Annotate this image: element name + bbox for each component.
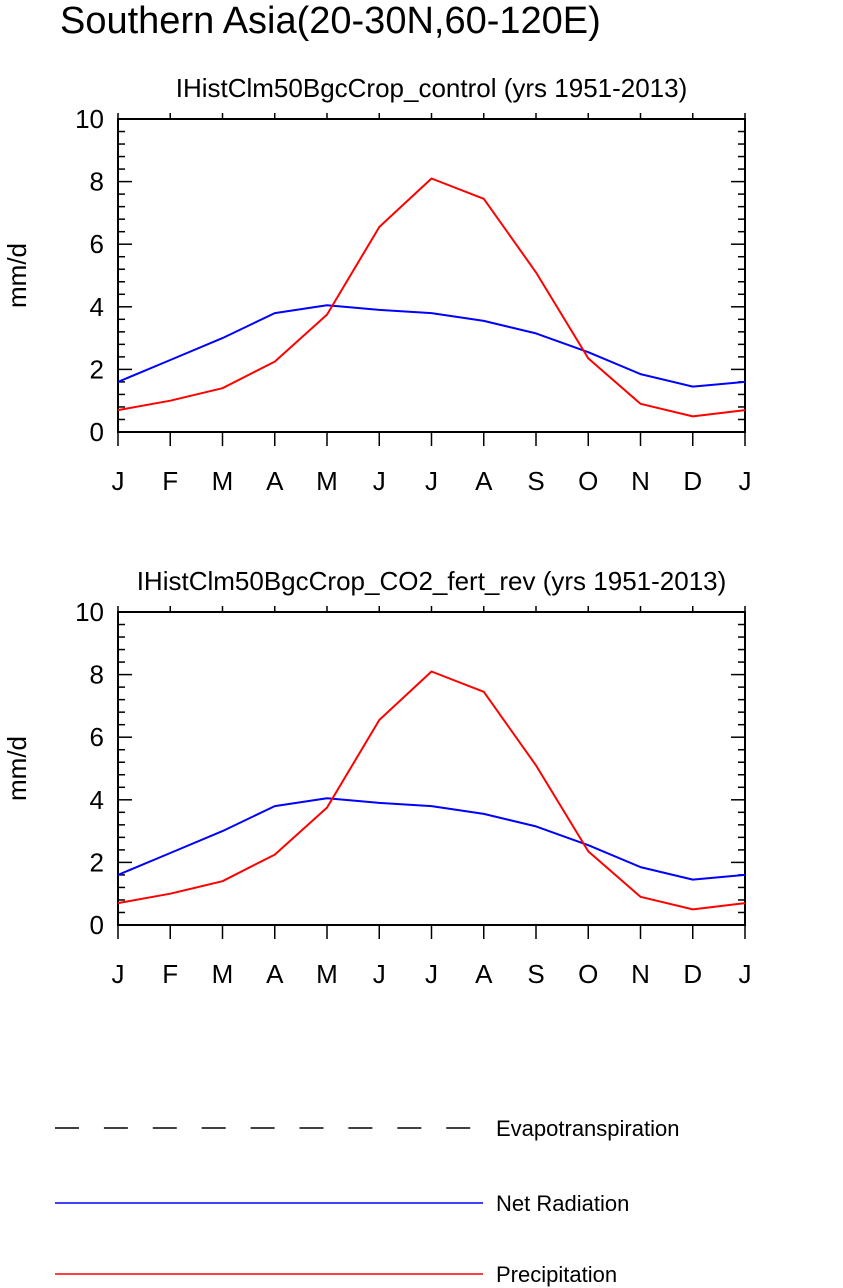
y-tick-label: 2 xyxy=(90,847,104,877)
series-line-precipitation xyxy=(117,177,746,418)
x-tick-label: A xyxy=(266,466,284,496)
x-tick-label: J xyxy=(373,959,386,989)
x-tick-label: J xyxy=(739,466,752,496)
x-tick-label: A xyxy=(475,959,493,989)
legend-label-evapotranspiration: Evapotranspiration xyxy=(496,1116,679,1141)
x-tick-label: A xyxy=(266,959,284,989)
x-tick-label: J xyxy=(425,466,438,496)
panel-title: IHistClm50BgcCrop_control (yrs 1951-2013… xyxy=(176,73,688,103)
chart-panel-1: IHistClm50BgcCrop_control (yrs 1951-2013… xyxy=(2,73,752,496)
x-tick-label: M xyxy=(212,959,234,989)
x-tick-label: N xyxy=(631,466,650,496)
figure-title: Southern Asia(20-30N,60-120E) xyxy=(60,0,601,42)
x-tick-label: O xyxy=(578,466,598,496)
x-tick-label: J xyxy=(112,466,125,496)
x-tick-label: S xyxy=(527,959,544,989)
y-tick-label: 8 xyxy=(90,167,104,197)
x-tick-label: S xyxy=(527,466,544,496)
series-line-precipitation xyxy=(117,670,746,911)
y-axis-label: mm/d xyxy=(2,243,32,308)
x-tick-label: D xyxy=(683,466,702,496)
legend-label-precipitation: Precipitation xyxy=(496,1262,617,1287)
plot-frame xyxy=(117,118,746,433)
panels: IHistClm50BgcCrop_control (yrs 1951-2013… xyxy=(2,73,752,989)
y-tick-label: 2 xyxy=(90,354,104,384)
y-tick-label: 0 xyxy=(90,417,104,447)
panel-title: IHistClm50BgcCrop_CO2_fert_rev (yrs 1951… xyxy=(137,566,727,596)
x-tick-label: N xyxy=(631,959,650,989)
y-axis-label: mm/d xyxy=(2,736,32,801)
x-tick-label: J xyxy=(425,959,438,989)
x-tick-label: D xyxy=(683,959,702,989)
y-tick-label: 8 xyxy=(90,660,104,690)
plot-frame xyxy=(117,611,746,926)
x-tick-label: F xyxy=(162,959,178,989)
y-tick-label: 6 xyxy=(90,229,104,259)
series-line-net-radiation xyxy=(117,304,746,388)
y-tick-label: 6 xyxy=(90,722,104,752)
y-tick-label: 10 xyxy=(75,104,104,134)
x-tick-label: O xyxy=(578,959,598,989)
x-tick-label: F xyxy=(162,466,178,496)
x-tick-label: M xyxy=(316,959,338,989)
x-tick-label: M xyxy=(316,466,338,496)
x-tick-label: J xyxy=(739,959,752,989)
x-tick-label: A xyxy=(475,466,493,496)
y-tick-label: 4 xyxy=(90,292,104,322)
x-tick-label: M xyxy=(212,466,234,496)
series-line-net-radiation xyxy=(117,797,746,881)
y-tick-label: 4 xyxy=(90,785,104,815)
y-tick-label: 0 xyxy=(90,910,104,940)
x-tick-label: J xyxy=(112,959,125,989)
x-tick-label: J xyxy=(373,466,386,496)
y-tick-label: 10 xyxy=(75,597,104,627)
legend: Evapotranspiration Net Radiation Precipita… xyxy=(55,1116,679,1287)
legend-label-net-radiation: Net Radiation xyxy=(496,1191,629,1216)
chart-panel-2: IHistClm50BgcCrop_CO2_fert_rev (yrs 1951… xyxy=(2,566,752,989)
